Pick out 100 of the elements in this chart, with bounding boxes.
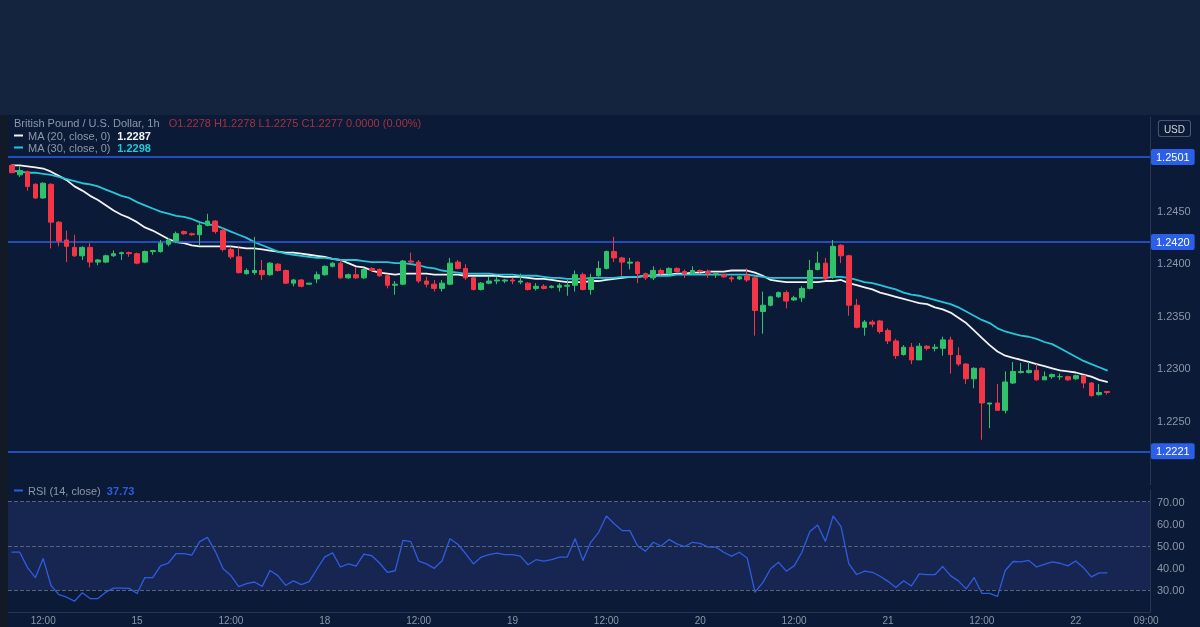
candlestick bbox=[322, 264, 328, 277]
candlestick bbox=[697, 268, 703, 274]
candlestick bbox=[353, 266, 359, 280]
candlestick bbox=[502, 278, 508, 284]
candlestick bbox=[995, 383, 1000, 411]
legend-label: RSI (14, close) bbox=[28, 484, 107, 497]
candlestick bbox=[564, 279, 570, 297]
candlestick bbox=[431, 279, 437, 293]
candlestick bbox=[885, 327, 891, 345]
candlestick bbox=[525, 281, 531, 291]
candlestick bbox=[1089, 381, 1094, 398]
candlestick bbox=[916, 342, 922, 361]
annotation: 1.2287 bbox=[117, 129, 151, 142]
candlestick bbox=[596, 260, 601, 278]
candlestick bbox=[25, 170, 30, 192]
candlestick bbox=[306, 282, 312, 285]
candlestick bbox=[72, 234, 77, 258]
candlestick bbox=[1018, 362, 1024, 375]
candlestick bbox=[1081, 375, 1086, 389]
candlestick bbox=[439, 279, 445, 293]
candlestick bbox=[369, 266, 375, 273]
candlestick bbox=[1104, 390, 1110, 396]
candlestick bbox=[56, 220, 62, 247]
candlestick bbox=[166, 237, 171, 247]
candlestick bbox=[447, 257, 453, 286]
ref-line-label: 1.2221 bbox=[1156, 445, 1190, 458]
candlestick bbox=[64, 230, 69, 263]
candlestick bbox=[1042, 370, 1047, 381]
x-tick-label: 12:00 bbox=[593, 614, 620, 626]
candlestick bbox=[103, 254, 109, 264]
candlestick bbox=[275, 262, 281, 273]
candlestick bbox=[9, 163, 15, 174]
y-tick-label: 1.2400 bbox=[1157, 257, 1191, 270]
x-tick-label: 18 bbox=[319, 614, 331, 626]
y-axis-title: USD bbox=[1163, 123, 1186, 135]
candlestick bbox=[1010, 361, 1016, 385]
x-tick-label: 15 bbox=[131, 614, 144, 626]
chart-title: British Pound / U.S. Dollar, 1h bbox=[14, 116, 160, 129]
x-tick-label: 12:00 bbox=[406, 614, 432, 626]
x-tick-label: 12:00 bbox=[969, 614, 995, 626]
candlestick bbox=[212, 219, 218, 235]
candlestick bbox=[259, 259, 265, 281]
candlestick bbox=[862, 319, 867, 337]
candlestick bbox=[228, 245, 234, 260]
y-tick-label: 1.2300 bbox=[1157, 362, 1191, 375]
candlestick bbox=[549, 284, 554, 289]
candlestick bbox=[518, 273, 523, 285]
candlestick bbox=[510, 277, 515, 285]
candlestick bbox=[416, 259, 421, 284]
candlestick bbox=[220, 226, 226, 253]
candlestick bbox=[674, 266, 680, 274]
x-tick-label: 12:00 bbox=[218, 614, 244, 626]
legend-label: MA (30, close, 0) bbox=[28, 141, 117, 154]
y-tick-label: 30.00 bbox=[1157, 583, 1185, 596]
candlestick bbox=[283, 268, 289, 285]
candlestick bbox=[760, 291, 766, 335]
ref-line-label: 1.2420 bbox=[1156, 236, 1190, 249]
candlestick bbox=[752, 276, 758, 337]
candlestick bbox=[1049, 373, 1055, 380]
candlestick bbox=[744, 267, 750, 283]
candlestick bbox=[330, 261, 335, 268]
candlestick bbox=[705, 268, 711, 279]
candlestick bbox=[627, 257, 633, 270]
candlestick bbox=[377, 267, 382, 278]
candlestick bbox=[799, 285, 805, 303]
candlestick bbox=[909, 342, 914, 365]
candlestick bbox=[823, 257, 828, 281]
candlestick bbox=[846, 254, 852, 317]
candlestick bbox=[33, 182, 38, 200]
candlestick bbox=[424, 276, 429, 288]
candlestick bbox=[619, 256, 625, 277]
x-tick-label: 12:00 bbox=[781, 614, 808, 626]
candlestick bbox=[713, 272, 719, 279]
candlestick bbox=[314, 271, 320, 284]
candlestick bbox=[189, 232, 195, 237]
candlestick bbox=[682, 268, 687, 279]
candlestick bbox=[572, 270, 578, 293]
candlestick bbox=[119, 251, 124, 261]
candlestick bbox=[604, 250, 609, 270]
candlestick bbox=[1002, 370, 1008, 414]
candlestick bbox=[142, 250, 148, 264]
annotation: 1.2298 bbox=[117, 141, 151, 154]
candlestick bbox=[666, 266, 672, 276]
candlestick bbox=[541, 283, 547, 290]
candlestick bbox=[768, 295, 773, 307]
candlestick bbox=[776, 291, 781, 299]
candlestick bbox=[1073, 374, 1079, 381]
candlestick bbox=[901, 344, 906, 357]
candlestick bbox=[650, 265, 656, 281]
y-tick-label: 40.00 bbox=[1157, 561, 1185, 574]
candlestick bbox=[807, 259, 813, 290]
candlestick bbox=[893, 338, 899, 360]
candlestick bbox=[987, 402, 992, 429]
candlestick bbox=[471, 276, 476, 291]
candlestick bbox=[690, 265, 695, 276]
candlestick bbox=[1026, 361, 1032, 375]
candlestick bbox=[877, 319, 883, 335]
x-tick-label: 20 bbox=[694, 614, 707, 626]
candlestick bbox=[979, 366, 985, 441]
annotation: 37.73 bbox=[106, 484, 135, 497]
